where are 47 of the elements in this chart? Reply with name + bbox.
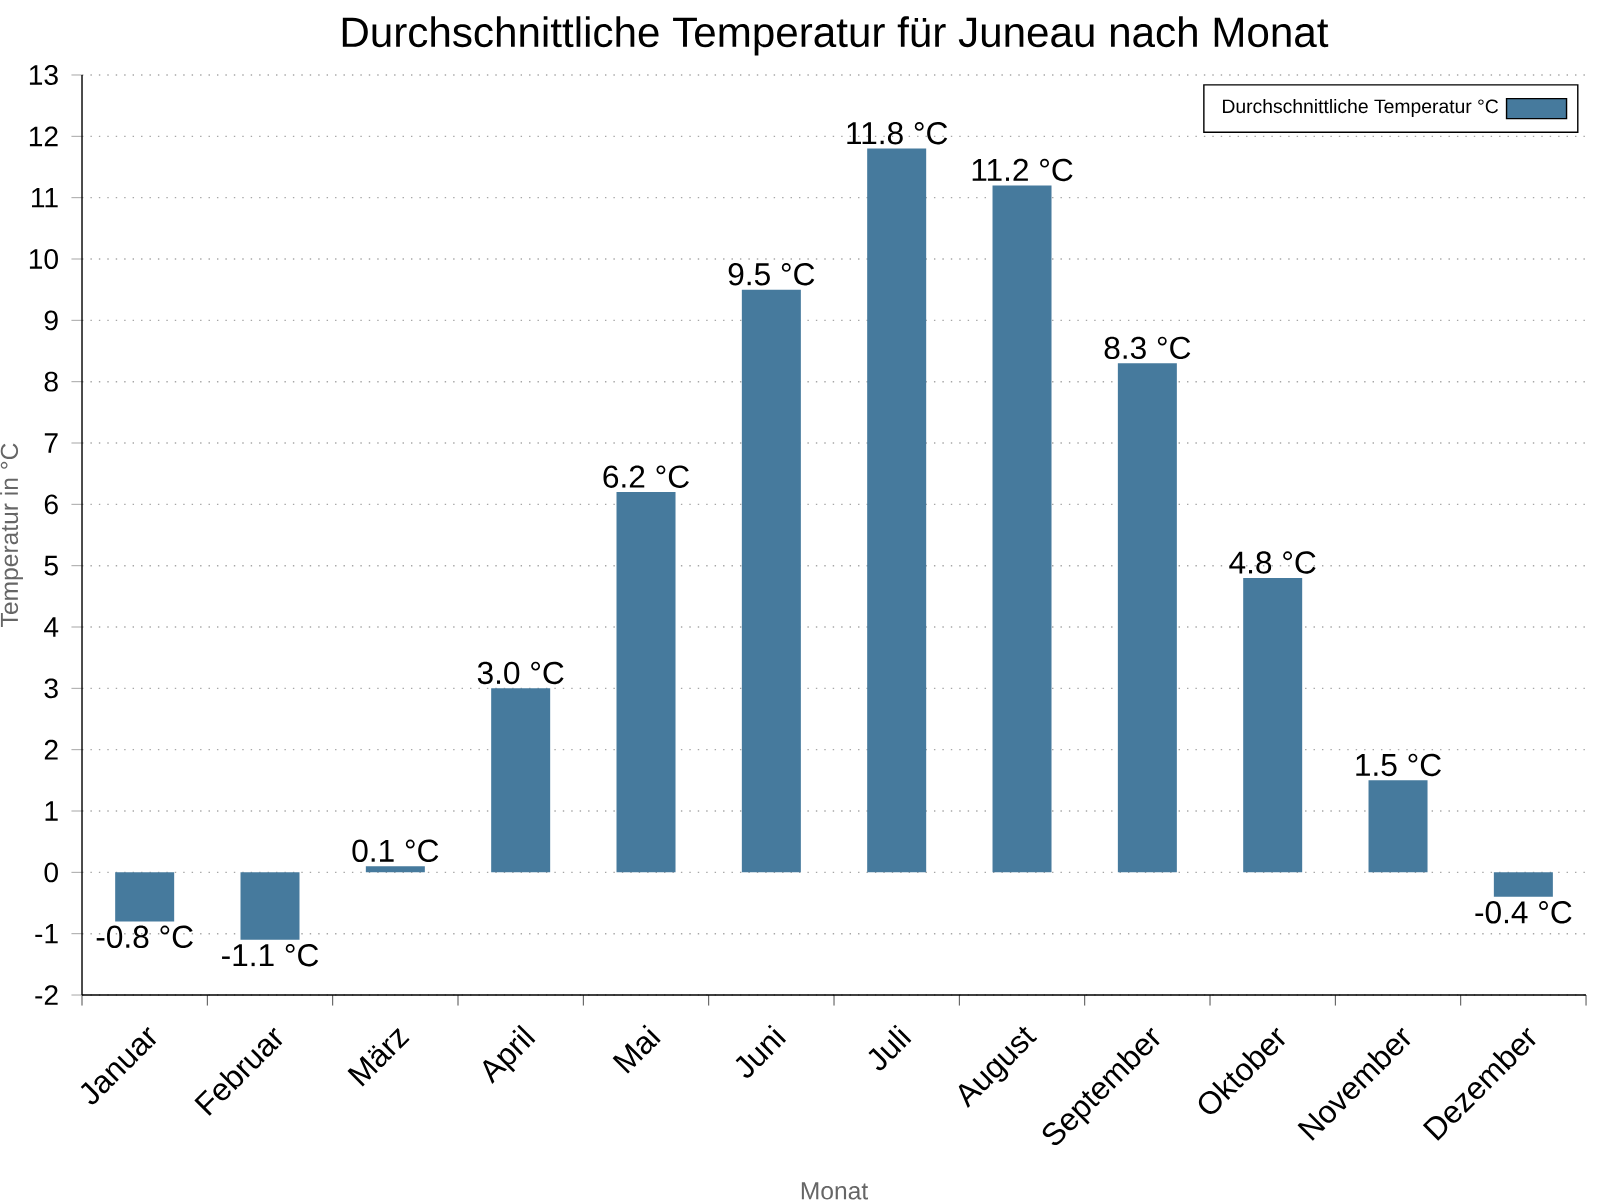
bar	[365, 866, 425, 873]
bar	[240, 872, 300, 940]
data-label: -1.1 °C	[222, 944, 319, 967]
y-tick-label: 3	[44, 678, 58, 699]
y-tick-label: 4	[44, 617, 59, 637]
data-label: 11.8 °C	[847, 121, 948, 145]
data-label: 11.2 °C	[972, 158, 1073, 182]
bar	[1368, 780, 1428, 873]
y-tick-label: 1	[45, 801, 58, 821]
data-label: -0.4 °C	[1475, 901, 1572, 924]
x-tick-label: Juni	[735, 1024, 787, 1078]
bar	[491, 688, 551, 873]
data-label: 1.5 °C	[1356, 753, 1441, 777]
y-tick-label: 9	[44, 310, 58, 331]
bar	[741, 289, 801, 873]
y-tick-label: 7	[44, 433, 58, 453]
y-tick-label: -2	[35, 985, 58, 1005]
bar	[616, 492, 676, 873]
y-tick-label: 0	[44, 862, 58, 883]
bar	[992, 185, 1052, 873]
data-label: 9.5 °C	[728, 263, 815, 286]
bar	[1243, 577, 1303, 873]
y-tick-label: 11	[32, 187, 58, 208]
y-tick-label: 5	[44, 555, 58, 576]
y-tick-label: 2	[44, 739, 58, 760]
y-axis-title: Temperatur in °C	[0, 443, 23, 627]
data-label: 4.8 °C	[1229, 551, 1316, 574]
y-tick-label: 6	[44, 494, 58, 515]
data-label: 0.1 °C	[352, 839, 439, 863]
legend-label: Durchschnittliche Temperatur °C	[1223, 98, 1499, 117]
bar	[1117, 363, 1177, 873]
x-tick-label: Mai	[612, 1024, 661, 1074]
bar	[1493, 872, 1553, 897]
y-tick-label: 10	[29, 249, 58, 269]
data-label: 6.2 °C	[603, 465, 689, 488]
data-label: 8.3 °C	[1104, 336, 1191, 360]
y-tick-label: -1	[35, 924, 58, 944]
y-tick-label: 13	[29, 65, 58, 85]
data-label: -0.8 °C	[96, 925, 193, 949]
y-tick-label: 8	[44, 371, 58, 392]
chart-title: Durchschnittliche Temperatur für Juneau nach Monat	[342, 16, 1329, 56]
bar	[867, 148, 927, 873]
data-label: 3.0 °C	[477, 661, 564, 685]
x-axis-title: Monat	[801, 1182, 869, 1200]
y-tick-label: 12	[29, 126, 58, 147]
bar	[115, 872, 175, 922]
x-tick-label: Juli	[868, 1024, 912, 1071]
